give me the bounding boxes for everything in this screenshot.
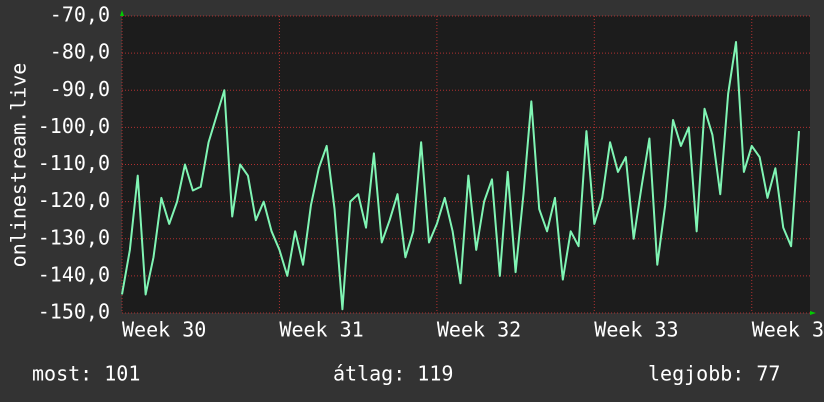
axis-arrow	[810, 311, 816, 315]
plot-area	[122, 16, 810, 313]
y-axis-label: onlinestream.live	[7, 63, 31, 268]
stat-current: most: 101	[32, 362, 140, 386]
x-tick-label: Week 30	[122, 318, 206, 342]
y-tick-label: -80,0	[50, 40, 110, 64]
x-tick-label: Week 34	[752, 318, 824, 342]
stat-best: legjobb: 77	[648, 362, 780, 386]
x-tick-label: Week 33	[594, 318, 678, 342]
y-tick-label: -130,0	[38, 225, 110, 249]
y-tick-label: -110,0	[38, 151, 110, 175]
y-tick-label: -90,0	[50, 77, 110, 101]
x-tick-label: Week 32	[437, 318, 521, 342]
y-tick-label: -150,0	[38, 300, 110, 324]
data-line	[121, 40, 800, 311]
axis-arrow	[120, 10, 124, 16]
y-tick-label: -140,0	[38, 262, 110, 286]
y-tick-label: -120,0	[38, 188, 110, 212]
stat-average: átlag: 119	[333, 362, 453, 386]
y-tick-label: -70,0	[50, 3, 110, 27]
y-tick-label: -100,0	[38, 114, 110, 138]
x-tick-label: Week 31	[279, 318, 363, 342]
